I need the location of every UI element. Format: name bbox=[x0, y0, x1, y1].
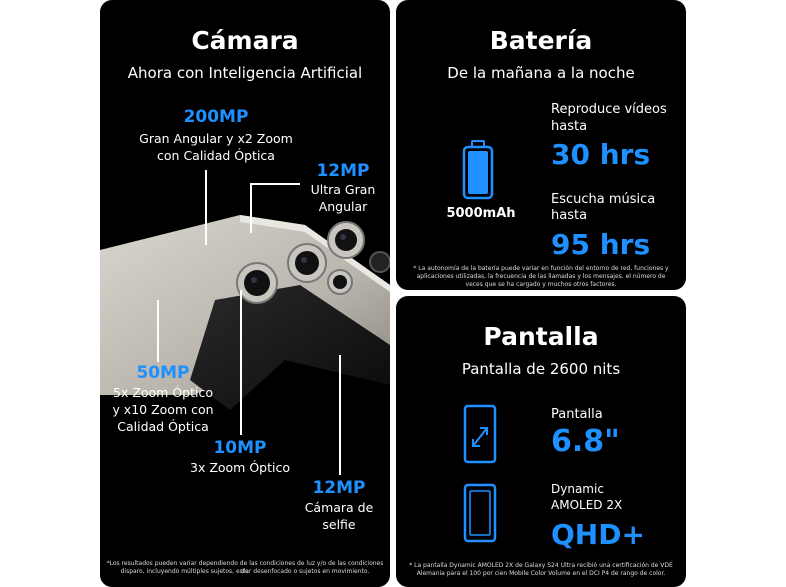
mp50-value: 50MP bbox=[136, 363, 190, 383]
mp12b-line1: Cámara de bbox=[304, 500, 374, 515]
battery-capacity: 5000mAh bbox=[446, 206, 516, 221]
mp200-pointer bbox=[205, 170, 207, 245]
camera-footnote-1: *Los resultados pueden variar dependiend… bbox=[106, 560, 384, 575]
battery-footnote-1: * La autonomía de la batería puede varia… bbox=[413, 265, 669, 272]
mp50-pointer bbox=[157, 300, 159, 362]
mp12b-line2: selfie bbox=[322, 517, 356, 532]
screen-footnote-2: Alemania para el 100 por cien Mobile Col… bbox=[416, 570, 666, 577]
mp10-line1: 3x Zoom Óptico bbox=[190, 460, 290, 475]
battery-footnote-2: aplicaciones utilizadas, la frecuencia d… bbox=[416, 273, 666, 280]
mp12a-pointer-h bbox=[250, 183, 300, 185]
screen-size-value: 6.8" bbox=[551, 424, 620, 459]
mp12a-line2: Angular bbox=[318, 199, 368, 214]
mp10-pointer bbox=[240, 290, 242, 435]
mp10-value: 10MP bbox=[213, 438, 267, 458]
battery-subtitle: De la mañana a la noche bbox=[447, 64, 635, 82]
video-value: 30 hrs bbox=[551, 138, 651, 171]
battery-panel: Batería De la mañana a la noche 5000mAh … bbox=[396, 0, 686, 290]
resize-phone-icon bbox=[463, 404, 497, 464]
screen-footnote-1: * La pantalla Dynamic AMOLED 2X de Galax… bbox=[409, 562, 673, 569]
mp12a-value: 12MP bbox=[316, 161, 370, 181]
battery-icon bbox=[462, 140, 494, 200]
lens-12mp bbox=[327, 221, 365, 259]
camera-subtitle: Ahora con Inteligencia Artificial bbox=[127, 64, 363, 82]
screen-title: Pantalla bbox=[483, 322, 599, 351]
battery-title: Batería bbox=[489, 26, 593, 55]
camera-title: Cámara bbox=[191, 26, 299, 55]
lens-10mp bbox=[327, 269, 353, 295]
screen-subtitle: Pantalla de 2600 nits bbox=[461, 360, 621, 378]
mp200-line2: con Calidad Óptica bbox=[157, 148, 275, 163]
lens-200mp bbox=[287, 243, 327, 283]
mp12a-line1: Ultra Gran bbox=[310, 182, 376, 197]
camera-panel: Cámara Ahora con Inteligencia Artificial bbox=[100, 0, 390, 587]
lens-50mp bbox=[236, 262, 278, 304]
mp50-line2: y x10 Zoom con bbox=[112, 402, 214, 417]
screen-size-label: Pantalla bbox=[551, 407, 603, 422]
mp200-line1: Gran Angular y x2 Zoom bbox=[139, 131, 293, 146]
battery-footnote-3: veces que se ha cargado y muchos otros f… bbox=[465, 281, 617, 288]
mp50-line3: Calidad Óptica bbox=[117, 419, 209, 434]
res-value: QHD+ bbox=[551, 518, 645, 551]
music-value: 95 hrs bbox=[551, 228, 651, 261]
music-label-2: hasta bbox=[551, 208, 588, 223]
phone-display-icon bbox=[463, 483, 497, 543]
camera-footnote-2: disparo, incluyendo múltiples sujetos, e… bbox=[120, 568, 370, 575]
res-label-1: Dynamic bbox=[551, 482, 604, 496]
music-label-1: Escucha música bbox=[551, 192, 656, 207]
video-label-1: Reproduce vídeos bbox=[551, 102, 667, 117]
mp12b-pointer bbox=[339, 355, 341, 475]
video-label-2: hasta bbox=[551, 119, 588, 134]
screen-panel: Pantalla Pantalla de 2600 nits Pantalla … bbox=[396, 296, 686, 587]
mp12b-value: 12MP bbox=[312, 478, 366, 498]
mp50-line1: 5x Zoom Óptico bbox=[113, 385, 213, 400]
battery-fill bbox=[468, 151, 488, 194]
res-label-2: AMOLED 2X bbox=[551, 498, 623, 512]
mp12a-pointer-v bbox=[250, 183, 252, 233]
mp200-value: 200MP bbox=[183, 107, 249, 127]
